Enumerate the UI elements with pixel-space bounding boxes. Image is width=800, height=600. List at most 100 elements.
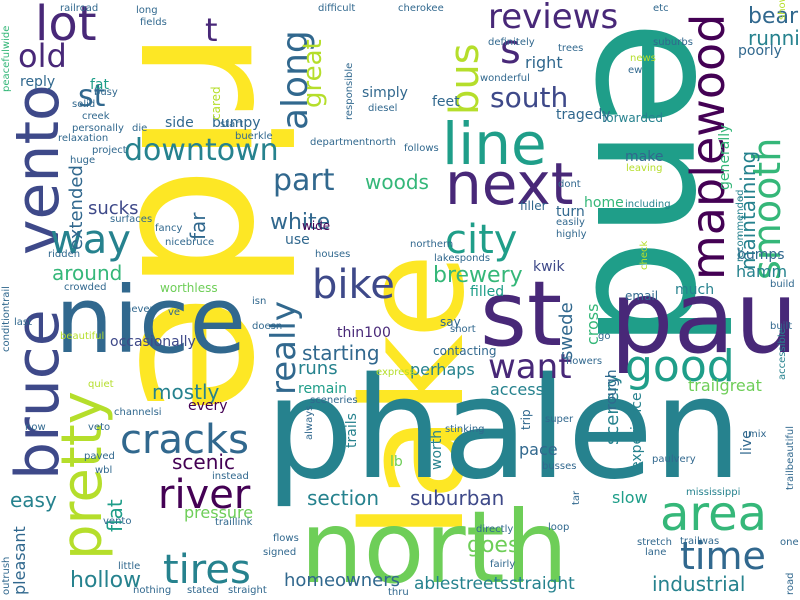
word-signed: signed [263, 547, 297, 558]
word-experience: experience [629, 392, 645, 470]
word-tires: tires [163, 547, 251, 593]
word-part: part [273, 163, 335, 198]
word-every: every [188, 398, 228, 414]
word-time: time [680, 534, 766, 578]
word-side: side [165, 115, 194, 131]
word-leaving: leaving [626, 163, 663, 174]
word-area: area [660, 486, 768, 542]
word-email: email [625, 289, 659, 303]
word-occasionally: occasionally [110, 334, 196, 350]
word-simply: simply [362, 85, 408, 101]
word-running: running [748, 26, 800, 50]
word-reply: reply [20, 74, 56, 90]
word-lb: lb [390, 454, 403, 470]
word-perhaps: perhaps [410, 360, 475, 379]
word-t: t [205, 11, 218, 49]
word-shown: shown [777, 0, 788, 20]
word-long: long [136, 5, 158, 16]
word-definitely: definitely [488, 37, 535, 48]
word-nicebruce: nicebruce [165, 237, 215, 248]
word-paved: paved [84, 451, 115, 462]
word-goes: goes [467, 533, 520, 558]
word-diesel: diesel [368, 103, 398, 114]
word-use: use [285, 232, 310, 248]
word-fat: fat [90, 77, 109, 93]
word-including: including [625, 199, 671, 210]
word-wide: wide [302, 219, 331, 233]
word-tragedy: tragedy [556, 107, 611, 123]
word-always: always [304, 405, 315, 440]
word-buerkle: buerkle [235, 131, 273, 142]
word-cherokee: cherokee [398, 3, 444, 14]
word-right: right [525, 53, 563, 72]
word-ve: ve [168, 307, 181, 318]
word-suburbs: suburbs [653, 37, 693, 48]
word-river: river [158, 472, 251, 518]
word-cared: cared [209, 86, 223, 120]
word-stinking: stinking [445, 424, 485, 435]
word-pace: pace [519, 440, 558, 459]
word-busy: busy [94, 87, 118, 98]
word-ridden: ridden [48, 249, 81, 260]
word-really: really [264, 301, 304, 395]
word-crowded: crowded [64, 282, 107, 293]
word-busses: busses [542, 461, 577, 472]
word-generally: generally [717, 124, 733, 190]
word-ablestreetsstraight: ablestreetsstraight [414, 574, 575, 594]
word-scenic: scenic [172, 450, 235, 474]
word-lane: lane [645, 547, 667, 558]
word-sceneries: sceneries [310, 395, 358, 406]
word-lakesponds: lakesponds [434, 253, 491, 264]
word-flowers: flowers [566, 356, 603, 367]
word-wbl: wbl [95, 465, 113, 476]
word-slow: slow [612, 488, 648, 507]
word-brewery: brewery [433, 263, 523, 288]
word-outrush: outrush [1, 556, 12, 595]
word-one: one [780, 537, 799, 548]
word-extended: extended [66, 165, 87, 250]
word-personally: personally [72, 123, 124, 134]
word-mix: mix [748, 429, 767, 440]
word-news: news [630, 53, 656, 64]
word-tar: tar [571, 490, 582, 505]
word-railroad: railroad [60, 3, 99, 14]
word-cracks: cracks [120, 417, 249, 463]
word-road: road [785, 572, 796, 596]
word-make: make [625, 149, 664, 165]
word-responsible: responsible [344, 62, 355, 120]
word-recommended: recommended [735, 189, 746, 262]
word-woods: woods [365, 170, 429, 194]
word-houses: houses [315, 249, 351, 260]
word-forwarded: forwarded [602, 111, 664, 125]
word-directly: directly [476, 524, 514, 535]
word-mostly: mostly [152, 380, 220, 404]
word-swede: swede [556, 302, 577, 360]
word-difficult: difficult [318, 3, 356, 14]
word-fancy: fancy [155, 223, 183, 234]
word-hollow: hollow [70, 568, 142, 593]
word-far: far [186, 212, 210, 240]
word-old: old [18, 37, 67, 75]
word-last: last [14, 317, 33, 328]
word-express: express [376, 367, 415, 378]
word-s: s [500, 27, 521, 73]
word-st-small: st [78, 79, 106, 114]
word-bear: bear [748, 4, 799, 29]
word-nice: nice [55, 267, 247, 374]
word-white: white [270, 210, 331, 235]
word-great: great [298, 39, 328, 108]
word-little: little [118, 561, 141, 572]
word-runs: runs [298, 358, 338, 379]
word-north: north [300, 489, 569, 600]
word-poorly: poorly [738, 43, 782, 59]
word-vento-small: vento [103, 516, 132, 527]
word-worthless: worthless [160, 281, 218, 295]
word-thin100: thin100 [337, 325, 391, 341]
word-straight: straight [228, 585, 267, 596]
word-lot: lot [35, 0, 97, 52]
word-around: around [52, 261, 123, 285]
word-city: city [445, 217, 518, 263]
word-built: built [770, 321, 793, 332]
word-industrial: industrial [652, 572, 746, 596]
